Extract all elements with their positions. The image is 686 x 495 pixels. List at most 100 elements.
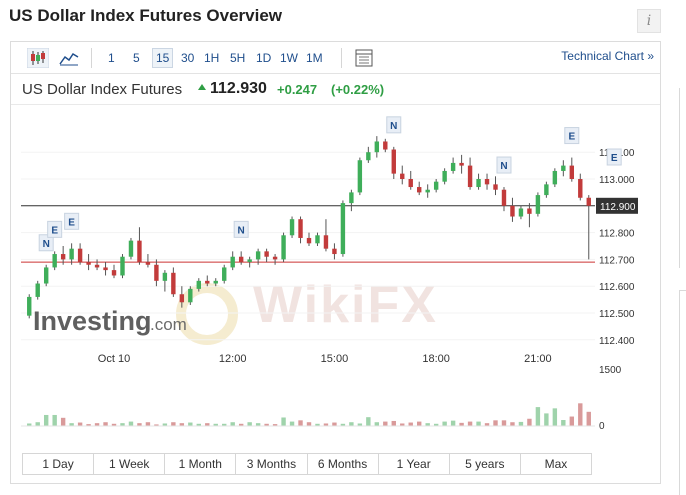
candle-body	[179, 294, 185, 303]
candle-body	[77, 248, 83, 263]
timeframe-5h[interactable]: 5H	[230, 51, 246, 65]
timeframe-1[interactable]: 1	[108, 51, 115, 65]
line-chart-icon[interactable]	[58, 48, 80, 68]
candle-body	[493, 184, 498, 190]
event-marker-label: E	[68, 217, 75, 228]
candle-body	[561, 165, 566, 171]
candle-body	[586, 197, 591, 206]
volume-bar	[222, 423, 227, 426]
investing-watermark-suffix: .com	[150, 315, 187, 334]
last-price: 112.930	[210, 80, 267, 97]
range-button-1-month[interactable]: 1 Month	[165, 454, 237, 474]
range-button-5-years[interactable]: 5 years	[450, 454, 521, 474]
range-button-6-months[interactable]: 6 Months	[308, 454, 379, 474]
volume-bar	[467, 421, 473, 426]
candle-body	[366, 152, 371, 161]
volume-bar	[391, 420, 396, 426]
candle-body	[484, 179, 490, 185]
volume-bar	[103, 422, 108, 426]
price-change: +0.247	[277, 82, 318, 97]
instrument-name: US Dollar Index Futures	[22, 81, 183, 98]
range-selector: 1 Day 1 Week 1 Month 3 Months 6 Months 1…	[22, 453, 592, 475]
toolbar-divider	[91, 48, 92, 68]
candle-body	[315, 235, 320, 244]
info-icon[interactable]: i	[637, 9, 661, 33]
volume-bar	[366, 417, 371, 426]
volume-bar	[264, 423, 269, 426]
volume-bar	[450, 420, 456, 426]
volume-bar	[552, 408, 558, 426]
timeframe-1d[interactable]: 1D	[256, 51, 272, 65]
candlestick-chart-icon[interactable]	[27, 48, 49, 68]
volume-bar	[306, 422, 312, 426]
candle-body	[527, 208, 532, 214]
technical-chart-link[interactable]: Technical Chart »	[561, 49, 654, 63]
event-marker[interactable]	[496, 156, 512, 174]
timeframe-5[interactable]: 5	[133, 51, 140, 65]
range-button-3-months[interactable]: 3 Months	[236, 454, 308, 474]
event-marker[interactable]	[564, 127, 580, 145]
candle-body	[264, 251, 269, 257]
timeframe-1w[interactable]: 1W	[280, 51, 298, 65]
volume-bar	[527, 418, 532, 426]
volume-bar	[374, 422, 380, 426]
event-marker-label: N	[500, 161, 507, 172]
event-marker[interactable]	[47, 220, 63, 238]
volume-bar	[154, 424, 159, 426]
candle-body	[408, 179, 413, 188]
y-tick-label: 112.800	[599, 229, 635, 240]
timeframe-1m[interactable]: 1M	[306, 51, 323, 65]
event-marker[interactable]	[38, 234, 54, 252]
volume-bar	[586, 411, 591, 426]
toolbar-divider	[341, 48, 342, 68]
volume-bar	[213, 423, 218, 426]
candle-body	[238, 256, 244, 263]
settings-table-icon[interactable]	[353, 48, 375, 68]
candle-body	[569, 165, 575, 179]
event-marker[interactable]	[386, 116, 402, 134]
volume-bar	[128, 421, 134, 426]
timeframe-15[interactable]: 15	[152, 48, 174, 68]
timeframe-1h[interactable]: 1H	[204, 51, 220, 65]
volume-bar	[281, 417, 286, 426]
candle-body	[222, 267, 227, 281]
volume-tick-label: 0	[599, 421, 605, 432]
event-marker-label: E	[51, 225, 58, 236]
volume-bar	[298, 420, 303, 426]
event-marker[interactable]	[64, 212, 80, 230]
range-button-1-week[interactable]: 1 Week	[94, 454, 166, 474]
volume-bar	[323, 423, 329, 426]
y-tick-label: 112.600	[599, 282, 635, 293]
volume-bar	[43, 414, 49, 426]
range-button-max[interactable]: Max	[544, 457, 568, 471]
range-button-1-year[interactable]: 1 Year	[379, 454, 450, 474]
volume-bar	[247, 422, 252, 426]
candle-body	[332, 248, 337, 255]
x-tick-label: 18:00	[422, 353, 450, 365]
timeframe-30[interactable]: 30	[181, 51, 195, 65]
event-marker-label: N	[238, 225, 245, 236]
range-button-1-day[interactable]: 1 Day	[23, 454, 95, 474]
candle-body	[289, 219, 295, 236]
investing-watermark: Investing	[33, 306, 152, 336]
candle-body	[323, 235, 329, 249]
event-marker[interactable]	[606, 148, 622, 166]
volume-bar	[425, 423, 430, 426]
volume-tick-label: 1500	[599, 365, 622, 376]
volume-bar	[561, 420, 566, 426]
volume-bar	[433, 423, 439, 426]
volume-bar	[205, 423, 210, 426]
side-panel-edge	[679, 88, 686, 268]
volume-bar	[188, 422, 193, 426]
candle-body	[111, 270, 117, 276]
volume-bar	[357, 423, 363, 426]
candle-body	[145, 262, 151, 265]
volume-bar	[162, 423, 168, 426]
x-tick-label: 15:00	[321, 353, 349, 365]
y-tick-label: 112.500	[599, 309, 635, 320]
candle-body	[188, 288, 193, 303]
price-chart[interactable]: WikiFX113.100113.000112.800112.700112.60…	[11, 42, 660, 452]
candle-body	[94, 264, 100, 268]
event-marker-label: E	[568, 132, 575, 143]
event-marker[interactable]	[233, 220, 249, 238]
